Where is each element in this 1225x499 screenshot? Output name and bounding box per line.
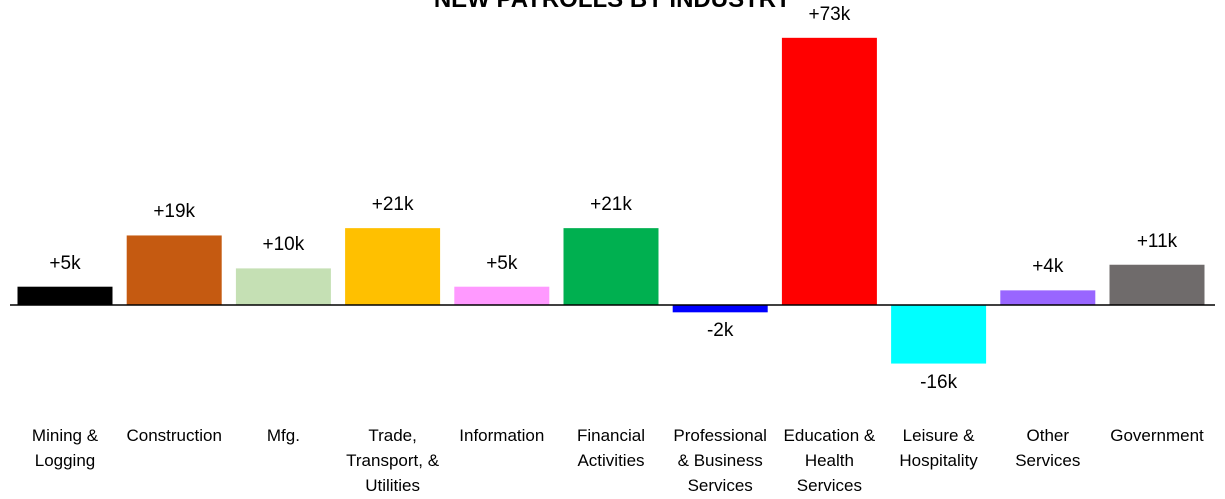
bar xyxy=(454,286,550,305)
chart-title: NEW PAYROLLS BY INDUSTRY xyxy=(0,0,1225,14)
bar xyxy=(781,37,877,305)
bar xyxy=(235,268,331,305)
x-tick-label: Mfg. xyxy=(266,426,300,445)
x-tick-label: Construction xyxy=(126,426,222,445)
x-tick-label: Financial Activities xyxy=(576,426,646,470)
value-label: +19k xyxy=(153,201,196,223)
bar xyxy=(1109,264,1205,305)
x-tick-label: Professional & Business Services xyxy=(673,426,767,495)
bar xyxy=(563,228,659,305)
value-label: +4k xyxy=(1032,256,1064,278)
value-label: +73k xyxy=(808,3,851,25)
x-tick-label: Mining & Logging xyxy=(31,426,99,470)
bar xyxy=(891,305,987,364)
x-tick-label: Trade, Transport, & Utilities xyxy=(346,426,440,495)
bar xyxy=(17,286,113,305)
value-label: +11k xyxy=(1136,230,1178,252)
bar xyxy=(1000,290,1096,305)
value-label: -16k xyxy=(920,371,958,393)
x-tick-label: Leisure & Hospitality xyxy=(899,426,978,470)
bar xyxy=(672,305,768,313)
bar xyxy=(345,228,441,305)
value-label: +5k xyxy=(49,252,81,274)
value-label: +21k xyxy=(371,194,414,216)
value-label: -2k xyxy=(706,320,734,342)
bar xyxy=(126,235,222,305)
value-label: +10k xyxy=(262,234,305,256)
x-tick-label: Education & Health Services xyxy=(783,426,876,495)
x-tick-label: Government xyxy=(1110,426,1204,445)
value-label: +5k xyxy=(486,252,518,274)
x-tick-label: Information xyxy=(459,426,545,445)
value-label: +21k xyxy=(590,194,632,216)
x-tick-label: Other Services xyxy=(1015,426,1081,470)
